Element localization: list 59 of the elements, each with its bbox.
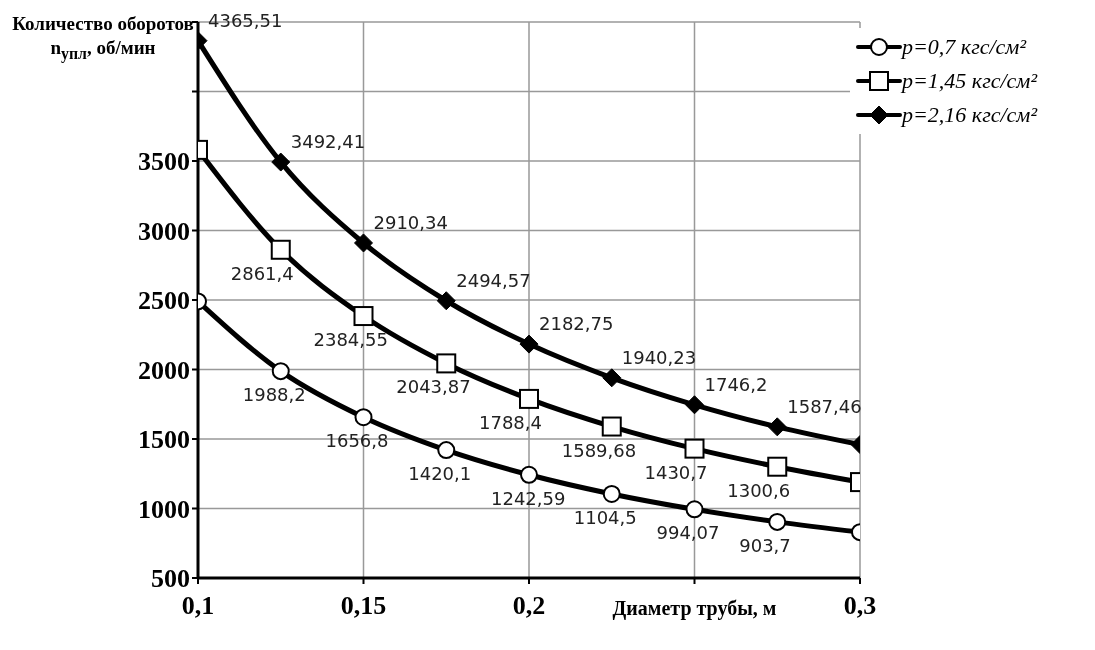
x-tick-label: 0,15 [340,591,387,621]
legend-label: p=1,45 кгс/см² [902,68,1037,94]
data-label: 1300,6 [727,479,791,501]
legend-label: p=0,7 кгс/см² [902,34,1026,60]
point [767,456,788,477]
data-label: 1656,8 [325,430,389,452]
data-label: 1940,23 [621,346,697,368]
x-tick-label: 0,1 [181,591,215,621]
data-label: 903,7 [739,534,791,556]
point [685,395,704,415]
point [601,416,622,437]
y-tick-label: 1500 [138,425,190,455]
point [271,152,291,172]
data-label: 2384,55 [313,329,388,351]
data-label: 1788,4 [479,411,542,433]
x-axis-title: Диаметр трубы, м [612,597,777,620]
y-tick-label: 3500 [138,147,190,177]
point [767,417,787,437]
legend-label: p=2,16 кгс/см² [902,102,1037,128]
data-label: 2861,4 [230,262,294,284]
x-tick-label: 0,3 [843,591,877,621]
point [520,465,538,484]
y-tick-label: 2000 [138,355,190,385]
y-axis-title: Количество оборотов n$_{упл}$, об/мин [11,12,195,65]
data-label: 3492,41 [290,131,366,153]
y-tick-label: 3000 [138,216,190,246]
point [270,239,291,260]
point [354,408,373,427]
point [519,334,539,354]
data-label: 1587,46 [787,395,862,417]
data-label: 1430,7 [644,461,708,483]
point [519,388,539,409]
point [684,438,705,459]
data-label: 2182,75 [539,313,614,335]
point [353,306,374,327]
x-tick-label: 0,2 [512,591,546,621]
point [354,233,373,253]
point [685,500,704,519]
data-label: 1242,59 [491,487,566,509]
data-label: 1589,68 [561,439,637,461]
point [602,484,621,503]
data-label: 1988,2 [242,384,306,406]
data-label: 4365,51 [208,9,283,31]
data-label: 2494,57 [456,269,531,291]
data-label: 994,07 [656,522,720,544]
y-tick-label: 500 [151,564,190,594]
y-tick-label: 1000 [138,494,190,524]
point [271,362,290,381]
data-label: 2043,87 [396,376,471,398]
data-label: 1420,1 [408,463,472,485]
data-label: 2910,34 [373,211,448,233]
point [436,291,456,311]
point [436,353,457,374]
point [437,441,456,460]
data-label: 1746,2 [704,373,768,395]
y-tick-label: 2500 [138,286,190,316]
data-label: 1104,5 [573,506,637,528]
point [768,512,787,531]
point [602,368,622,388]
